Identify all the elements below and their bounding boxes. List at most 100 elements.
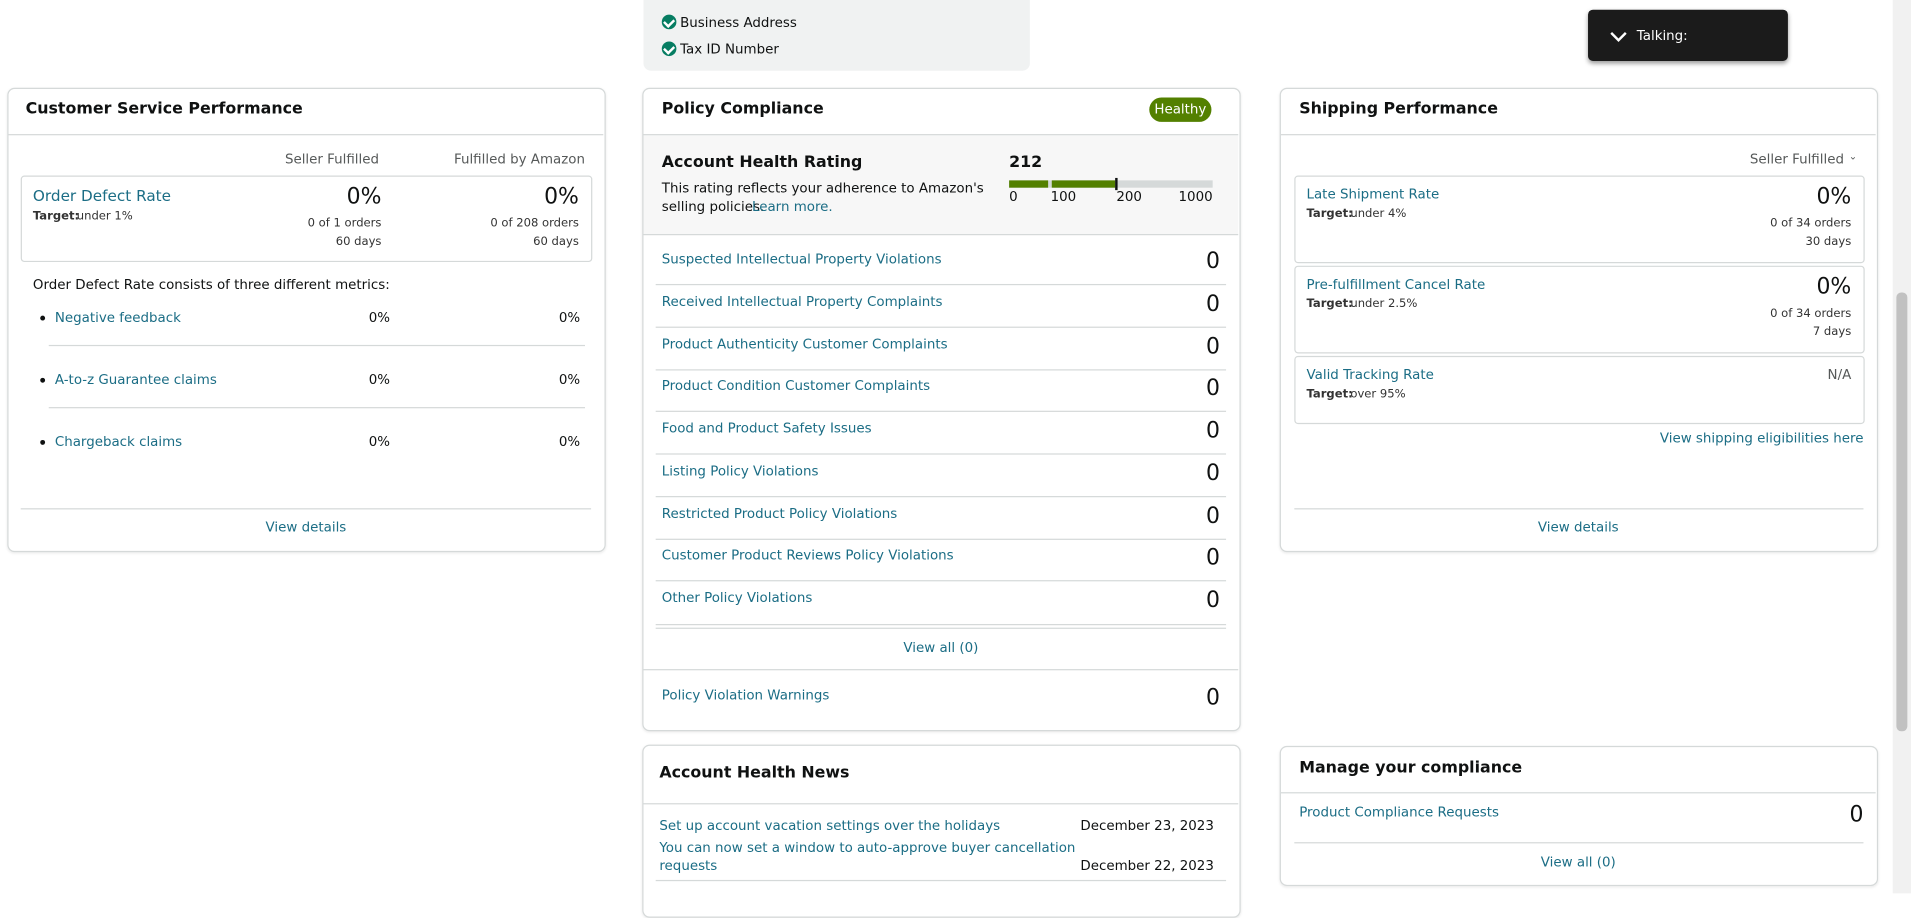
seller-value: 0% xyxy=(368,371,390,388)
divider xyxy=(655,411,1227,413)
bullet xyxy=(40,439,46,445)
column-header: Fulfilled by Amazon xyxy=(453,151,585,167)
check-icon xyxy=(661,14,677,30)
odr-box xyxy=(20,175,593,263)
filter[interactable]: Seller Fulfilled xyxy=(1749,151,1844,167)
column-header: Seller Fulfilled xyxy=(284,151,380,167)
scale-label: 1000 xyxy=(1178,188,1213,205)
violation-link[interactable]: Received Intellectual Property Complaint… xyxy=(661,293,943,310)
violation-link[interactable]: Product Condition Customer Complaints xyxy=(661,378,931,394)
violation-count: 0 xyxy=(1206,418,1220,444)
target-value: under 4% xyxy=(1350,207,1407,221)
violation-link[interactable]: Customer Product Reviews Policy Violatio… xyxy=(661,547,954,564)
description: Order Defect Rate consists of three diff… xyxy=(32,276,390,293)
violation-link[interactable]: Suspected Intellectual Property Violatio… xyxy=(661,251,942,267)
scrollbar[interactable] xyxy=(1892,0,1911,894)
warnings-link[interactable]: Policy Violation Warnings xyxy=(661,687,830,704)
metric-link[interactable]: Negative feedback xyxy=(54,309,181,326)
divider xyxy=(48,407,585,409)
rating-description: This rating reflects your adherence to A… xyxy=(661,180,984,197)
rating-bar-fill xyxy=(1051,180,1116,188)
orders: 0 of 34 orders xyxy=(1770,216,1852,231)
metric-link[interactable]: A-to-z Guarantee claims xyxy=(54,371,217,388)
rating-description: selling policies. xyxy=(661,198,765,215)
learn-more[interactable]: Learn more. xyxy=(751,198,833,215)
talking-bar[interactable]: Talking: xyxy=(1588,9,1788,61)
violation-count: 0 xyxy=(1206,587,1220,614)
scale-label: 200 xyxy=(1116,188,1142,205)
metric-name[interactable]: Valid Tracking Rate xyxy=(1306,366,1434,383)
divider xyxy=(1294,508,1864,510)
violation-link[interactable]: Other Policy Violations xyxy=(661,589,813,606)
violation-count: 0 xyxy=(1206,333,1220,359)
metric-box xyxy=(1294,175,1865,264)
violation-count: 0 xyxy=(1206,502,1220,529)
period: 60 days xyxy=(533,235,579,249)
rating-value: 212 xyxy=(1009,153,1043,172)
customer-service-card xyxy=(7,87,606,553)
bullet xyxy=(40,377,46,383)
warnings-count: 0 xyxy=(1206,684,1220,711)
divider xyxy=(1294,842,1864,844)
card-title: Customer Service Performance xyxy=(25,99,303,119)
orders: 0 of 34 orders xyxy=(1770,307,1852,321)
violation-count: 0 xyxy=(1206,545,1220,571)
orders: 0 of 1 orders xyxy=(307,216,382,231)
eligibilities-link[interactable]: View shipping eligibilities here xyxy=(1659,430,1864,447)
divider xyxy=(1280,134,1876,136)
metric-name[interactable]: Late Shipment Rate xyxy=(1306,186,1440,203)
violation-link[interactable]: Listing Policy Violations xyxy=(661,462,819,479)
view-all[interactable]: View all (0) xyxy=(903,639,979,656)
card-title: Account Health News xyxy=(659,764,850,783)
violation-link[interactable]: Restricted Product Policy Violations xyxy=(661,505,898,522)
view-details[interactable]: View details xyxy=(1537,519,1619,536)
divider xyxy=(643,803,1239,805)
target-label: Target: xyxy=(1306,387,1353,401)
violation-count: 0 xyxy=(1206,460,1220,486)
card-title: Shipping Performance xyxy=(1299,99,1498,119)
violation-count: 0 xyxy=(1206,375,1220,402)
metric-value: 0% xyxy=(1816,184,1852,210)
target-value: over 95% xyxy=(1350,387,1406,401)
target-label: Target: xyxy=(1306,207,1353,221)
top-card xyxy=(643,0,1030,71)
check-icon xyxy=(661,41,677,57)
rating-bar xyxy=(1009,177,1213,191)
violation-count: 0 xyxy=(1206,290,1220,317)
metric-link[interactable]: Chargeback claims xyxy=(54,433,183,450)
page: {"top_card":{"items":["Business Address"… xyxy=(0,0,1911,893)
compliance-link[interactable]: Product Compliance Requests xyxy=(1299,804,1499,821)
card-title: Manage your compliance xyxy=(1299,759,1523,778)
divider xyxy=(655,879,1227,882)
news-link[interactable]: requests xyxy=(659,858,718,874)
violation-link[interactable]: Product Authenticity Customer Complaints xyxy=(661,335,948,352)
metric-name[interactable]: Order Defect Rate xyxy=(32,186,172,205)
checklist-item: Business Address xyxy=(680,14,797,31)
divider xyxy=(655,326,1227,328)
divider xyxy=(1280,792,1876,794)
shipping-card xyxy=(1279,87,1879,553)
scroll-thumb[interactable] xyxy=(1896,292,1908,732)
divider xyxy=(643,134,1239,136)
fba-value: 0% xyxy=(558,309,581,326)
divider xyxy=(655,627,1227,629)
rating-title: Account Health Rating xyxy=(661,153,863,172)
stage: Talking: Healthy Business Address Tax ID … xyxy=(0,0,1911,893)
news-link[interactable]: Set up account vacation settings over th… xyxy=(659,817,1001,834)
seller-value: 0% xyxy=(368,309,390,326)
metric-box xyxy=(1294,355,1865,425)
metric-box xyxy=(1294,265,1865,354)
news-date: December 23, 2023 xyxy=(1080,817,1214,834)
scale-label: 0 xyxy=(1009,188,1018,205)
card-title: Policy Compliance xyxy=(661,99,824,119)
view-details[interactable]: View details xyxy=(265,519,347,536)
period: 30 days xyxy=(1805,235,1852,249)
bullet xyxy=(40,315,46,321)
violation-link[interactable]: Food and Product Safety Issues xyxy=(661,420,872,437)
divider xyxy=(655,283,1227,286)
seller-value: 0% xyxy=(368,433,390,450)
metric-name[interactable]: Pre-fulfillment Cancel Rate xyxy=(1306,276,1486,293)
news-date: December 22, 2023 xyxy=(1080,858,1214,874)
view-all[interactable]: View all (0) xyxy=(1540,854,1616,871)
news-link[interactable]: You can now set a window to auto-approve… xyxy=(659,839,1076,856)
